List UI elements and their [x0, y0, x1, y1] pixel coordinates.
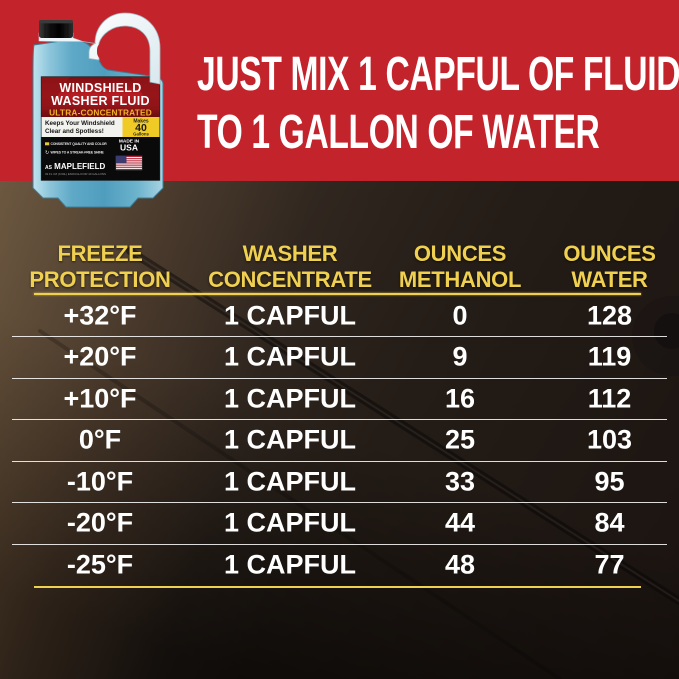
svg-text:CONSISTENT QUALITY AND COLOR: CONSISTENT QUALITY AND COLOR [51, 142, 108, 146]
svg-text:AS MAPLEFIELD: AS MAPLEFIELD [45, 162, 106, 171]
svg-text:Clear and Spotless!: Clear and Spotless! [45, 128, 104, 135]
svg-text:↻: ↻ [45, 150, 49, 156]
svg-text:USA: USA [120, 143, 138, 153]
svg-text:WIPES TO A STREAK-FREE SHINE: WIPES TO A STREAK-FREE SHINE [51, 151, 105, 155]
svg-text:Gallons: Gallons [133, 132, 149, 137]
svg-text:32 FL OZ (0.94L) ENOUGH FOR 40: 32 FL OZ (0.94L) ENOUGH FOR 40 GALLONS [45, 172, 106, 176]
svg-text:ULTRA-CONCENTRATED: ULTRA-CONCENTRATED [49, 108, 152, 118]
svg-text:Keeps Your Windshield: Keeps Your Windshield [45, 120, 115, 127]
svg-text:WINDSHIELD: WINDSHIELD [59, 81, 141, 95]
svg-text:WASHER FLUID: WASHER FLUID [51, 94, 150, 108]
